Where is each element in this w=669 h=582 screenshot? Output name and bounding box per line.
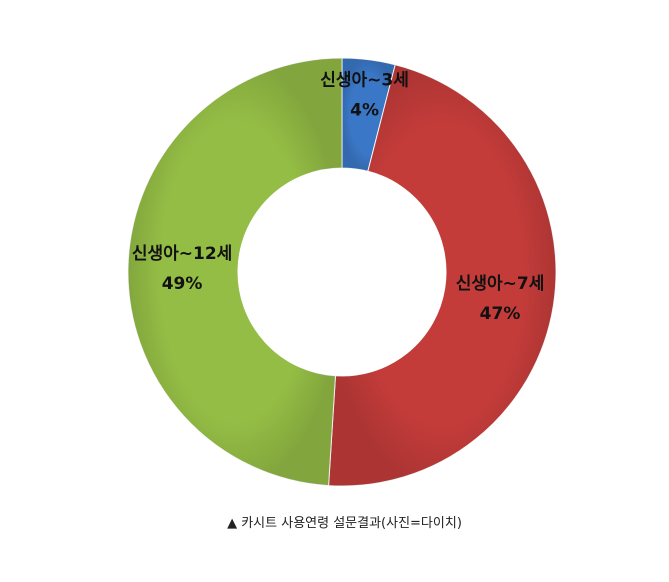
labels-group: 신생아~3세 4% 신생아~7세 47% 신생아~12세 49%: [132, 70, 545, 324]
donut-slice-shade-2: [328, 64, 556, 486]
slice-category-label-1: 신생아~3세: [320, 70, 409, 90]
slice-value-label-2: 47%: [480, 304, 521, 324]
chart-caption: ▲ 카시트 사용연령 설문결과(사진=다이치): [227, 516, 462, 531]
slice-category-label-3: 신생아~12세: [132, 244, 232, 264]
donut-slice-shade-3: [128, 58, 342, 486]
slice-value-label-3: 49%: [162, 274, 203, 294]
donut-slice-shade-1: [342, 58, 396, 172]
donut-chart: 신생아~3세 4% 신생아~7세 47% 신생아~12세 49%: [127, 57, 557, 487]
slice-category-label-2: 신생아~7세: [456, 274, 545, 294]
slice-value-label-1: 4%: [350, 100, 379, 120]
slices-group: [127, 57, 557, 487]
chart-area: 신생아~3세 4% 신생아~7세 47% 신생아~12세 49%: [127, 57, 557, 487]
